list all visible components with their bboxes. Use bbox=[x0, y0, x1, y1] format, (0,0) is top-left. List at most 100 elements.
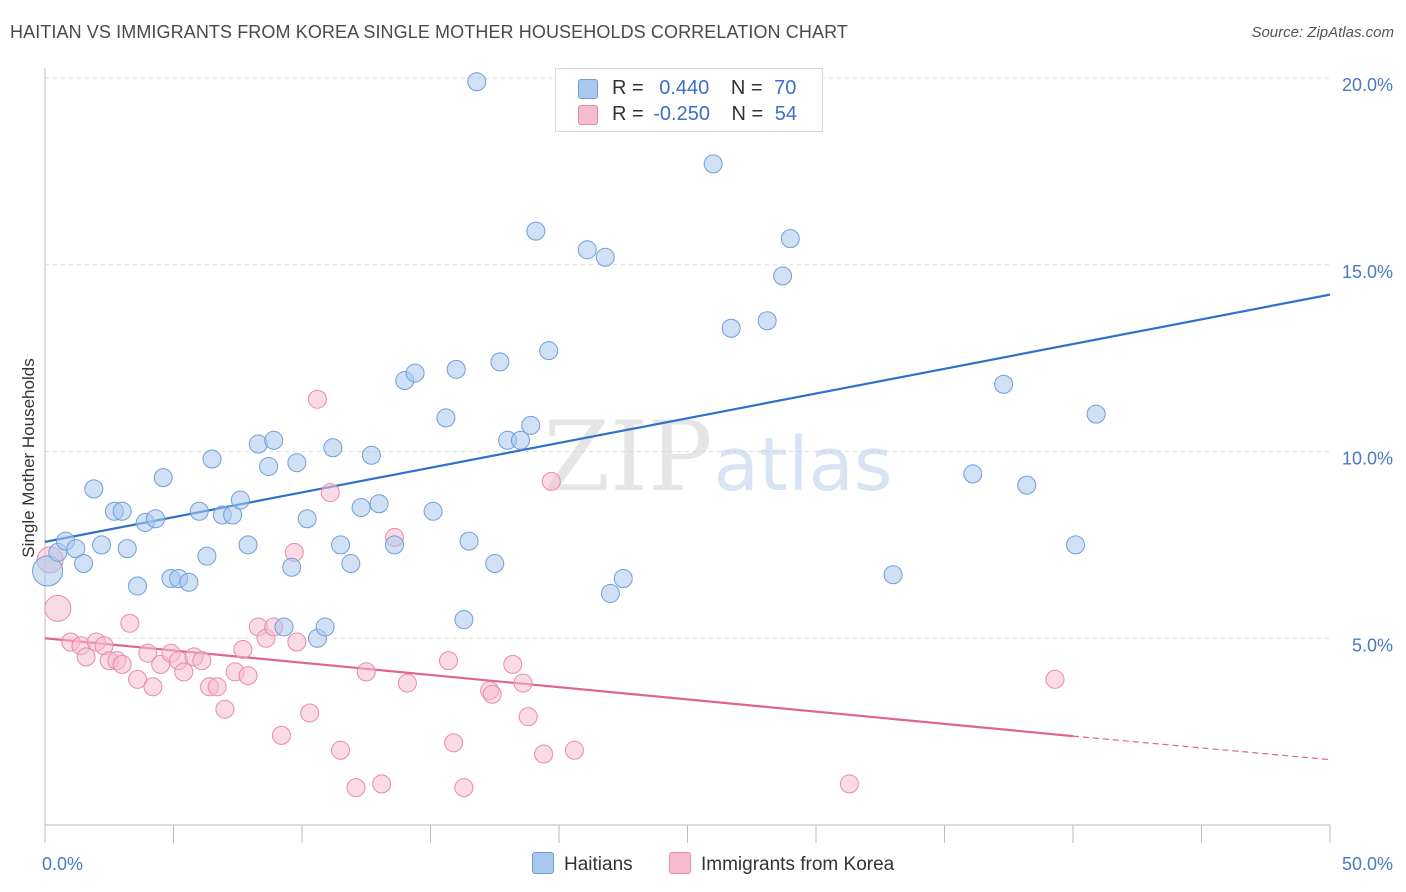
korea-point bbox=[112, 654, 132, 674]
haitians-point bbox=[369, 494, 389, 514]
haitians-point bbox=[521, 415, 541, 435]
korea-point bbox=[503, 654, 523, 674]
haitians-point bbox=[202, 449, 222, 469]
haitians-point bbox=[510, 430, 530, 450]
korea-point bbox=[271, 725, 291, 745]
haitians-point bbox=[297, 509, 317, 529]
haitians-point bbox=[721, 318, 741, 338]
haitians-point bbox=[577, 240, 597, 260]
haitians-point bbox=[274, 617, 294, 637]
korea-point bbox=[300, 703, 320, 723]
korea-point bbox=[287, 632, 307, 652]
haitians-point bbox=[331, 535, 351, 555]
legend-r-value: -0.250 bbox=[653, 103, 710, 125]
korea-point bbox=[839, 774, 859, 794]
korea-point bbox=[143, 677, 163, 697]
korea-point bbox=[138, 643, 158, 663]
x-tick-label: 50.0% bbox=[1342, 854, 1393, 874]
haitians-point bbox=[385, 535, 405, 555]
haitians-point bbox=[117, 539, 137, 559]
korea-point bbox=[76, 647, 96, 667]
legend-item-haitians: Haitians bbox=[532, 852, 633, 876]
korea-trend-line bbox=[44, 637, 1331, 761]
haitians-point bbox=[490, 352, 510, 372]
haitians-point bbox=[423, 501, 443, 521]
legend-swatch-korea bbox=[669, 852, 691, 874]
korea-point bbox=[564, 740, 584, 760]
haitians-point bbox=[780, 229, 800, 249]
haitians-point bbox=[153, 468, 173, 488]
legend-swatch-haitians bbox=[578, 79, 598, 99]
korea-point bbox=[192, 651, 212, 671]
haitians-point bbox=[600, 583, 620, 603]
legend-label-korea: Immigrants from Korea bbox=[701, 854, 895, 875]
haitians-point bbox=[179, 572, 199, 592]
haitians-point bbox=[84, 479, 104, 499]
haitians-point bbox=[230, 490, 250, 510]
haitians-point bbox=[459, 531, 479, 551]
haitians-point bbox=[994, 374, 1014, 394]
haitians-point bbox=[238, 535, 258, 555]
haitians-point bbox=[773, 266, 793, 286]
haitians-point bbox=[436, 408, 456, 428]
korea-point bbox=[320, 483, 340, 503]
haitians-point bbox=[189, 501, 209, 521]
korea-point bbox=[454, 778, 474, 798]
haitians-point bbox=[223, 505, 243, 525]
korea-point bbox=[331, 740, 351, 760]
korea-point bbox=[174, 662, 194, 682]
haitians-point bbox=[1066, 535, 1086, 555]
y-tick-label: 15.0% bbox=[1342, 262, 1393, 282]
legend-n-value: 70 bbox=[774, 77, 797, 99]
korea-trend-segment bbox=[44, 637, 1074, 738]
haitians-point bbox=[32, 555, 64, 587]
haitians-point bbox=[74, 554, 94, 574]
haitians-point bbox=[351, 498, 371, 518]
haitians-point bbox=[323, 438, 343, 458]
korea-point bbox=[397, 673, 417, 693]
korea-point bbox=[356, 662, 376, 682]
haitians-point bbox=[963, 464, 983, 484]
korea-point bbox=[438, 651, 458, 671]
korea-point bbox=[238, 666, 258, 686]
korea-point bbox=[233, 639, 253, 659]
korea-point bbox=[207, 677, 227, 697]
x-tick-label: 0.0% bbox=[42, 854, 83, 874]
y-tick-label: 10.0% bbox=[1342, 449, 1393, 469]
tick-labels: 5.0% 10.0% 15.0% 20.0% 0.0% 50.0% bbox=[42, 75, 1393, 874]
haitians-trend-line bbox=[44, 293, 1331, 543]
korea-point bbox=[44, 594, 72, 622]
legend-r-value: 0.440 bbox=[659, 77, 710, 99]
korea-point bbox=[534, 744, 554, 764]
korea-point bbox=[518, 707, 538, 727]
legend-r-label: R = bbox=[612, 77, 644, 99]
haitians-point bbox=[405, 363, 425, 383]
haitians-point bbox=[146, 509, 166, 529]
legend-swatch-korea bbox=[578, 105, 598, 125]
haitians-point bbox=[539, 341, 559, 361]
haitians-point bbox=[757, 311, 777, 331]
grid-lines bbox=[45, 77, 1330, 639]
chart-title: HAITIAN VS IMMIGRANTS FROM KOREA SINGLE … bbox=[10, 22, 848, 42]
legend-n-label: N = bbox=[731, 103, 764, 125]
haitians-point bbox=[112, 501, 132, 521]
source-label: Source: ZipAtlas.com bbox=[1251, 24, 1394, 41]
haitians-point bbox=[361, 445, 381, 465]
haitians-point bbox=[446, 359, 466, 379]
haitians-point bbox=[128, 576, 148, 596]
haitians-point bbox=[883, 565, 903, 585]
legend-swatch-haitians bbox=[532, 852, 554, 874]
haitians-point bbox=[282, 557, 302, 577]
haitians-point bbox=[315, 617, 335, 637]
korea-point bbox=[307, 389, 327, 409]
haitians-point bbox=[1086, 404, 1106, 424]
haitians-point bbox=[92, 535, 112, 555]
korea-point bbox=[1045, 669, 1065, 689]
axes bbox=[44, 68, 1331, 843]
haitians-point bbox=[703, 154, 723, 174]
haitians-point bbox=[259, 456, 279, 476]
haitians-point bbox=[341, 554, 361, 574]
legend-label-haitians: Haitians bbox=[564, 854, 633, 875]
y-tick-label: 5.0% bbox=[1352, 635, 1393, 655]
